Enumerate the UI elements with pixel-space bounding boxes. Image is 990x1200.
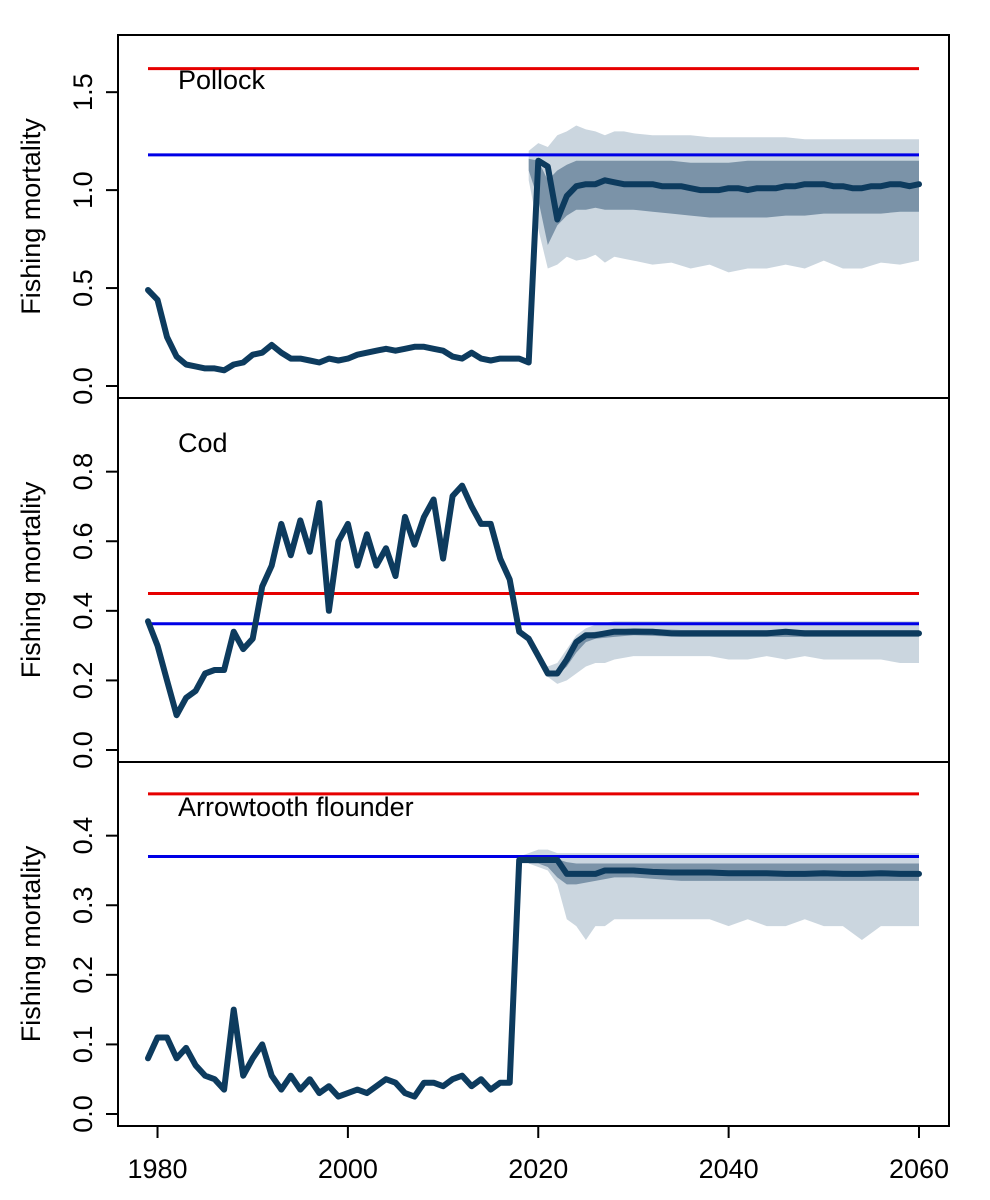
arrowtooth-flounder-y-tick-label: 0.1 xyxy=(68,1026,98,1064)
cod-y-tick-label: 0.0 xyxy=(68,731,98,769)
arrowtooth-flounder-y-tick-label: 0.0 xyxy=(68,1095,98,1133)
x-tick-label: 2040 xyxy=(699,1154,759,1184)
pollock-y-tick-label: 0.0 xyxy=(68,367,98,405)
cod-y-tick-label: 0.6 xyxy=(68,522,98,560)
cod-panel: 0.0 0.2 0.4 0.6 0.8 Fishing mortality Cod xyxy=(16,397,950,769)
arrowtooth-flounder-fishing-mortality-line xyxy=(145,857,922,1100)
pollock-y-tick-label: 1.5 xyxy=(68,73,98,111)
shared-x-axis: 1980 2000 2020 2040 2060 xyxy=(127,1126,949,1184)
arrowtooth-flounder-y-tick-label: 0.2 xyxy=(68,956,98,994)
pollock-panel: 0.0 0.5 1.0 1.5 Fishing mortality Pollock xyxy=(16,34,950,405)
pollock-inner-uncertainty-band xyxy=(528,158,919,245)
x-tick-label: 2020 xyxy=(508,1154,568,1184)
cod-y-axis-label: Fishing mortality xyxy=(16,481,46,678)
arrowtooth-flounder-panel-label: Arrowtooth flounder xyxy=(178,792,414,822)
x-tick-label: 1980 xyxy=(127,1154,187,1184)
arrowtooth-flounder-panel: 0.0 0.1 0.2 0.3 0.4 Fishing mortality Arrowtoo… xyxy=(16,761,950,1133)
cod-y-tick-label: 0.8 xyxy=(68,453,98,491)
arrowtooth-flounder-y-axis-label: Fishing mortality xyxy=(16,845,46,1042)
x-tick-label: 2060 xyxy=(889,1154,949,1184)
cod-plot-frame xyxy=(117,397,950,763)
cod-y-tick-label: 0.2 xyxy=(68,662,98,700)
arrowtooth-flounder-plot-frame xyxy=(117,761,950,1127)
pollock-y-tick-label: 1.0 xyxy=(68,171,98,209)
arrowtooth-flounder-y-tick-label: 0.4 xyxy=(68,817,98,855)
cod-fishing-mortality-line xyxy=(145,482,922,719)
cod-outer-uncertainty-band xyxy=(538,621,919,684)
cod-y-tick-label: 0.4 xyxy=(68,592,98,630)
pollock-y-tick-label: 0.5 xyxy=(68,269,98,307)
arrowtooth-flounder-outer-uncertainty-band xyxy=(519,849,919,940)
x-tick-label: 2000 xyxy=(318,1154,378,1184)
arrowtooth-flounder-y-tick-label: 0.3 xyxy=(68,886,98,924)
pollock-panel-label: Pollock xyxy=(178,65,266,95)
pollock-y-axis-label: Fishing mortality xyxy=(16,118,46,315)
pollock-fishing-mortality-line xyxy=(145,157,922,374)
cod-panel-label: Cod xyxy=(178,428,228,458)
